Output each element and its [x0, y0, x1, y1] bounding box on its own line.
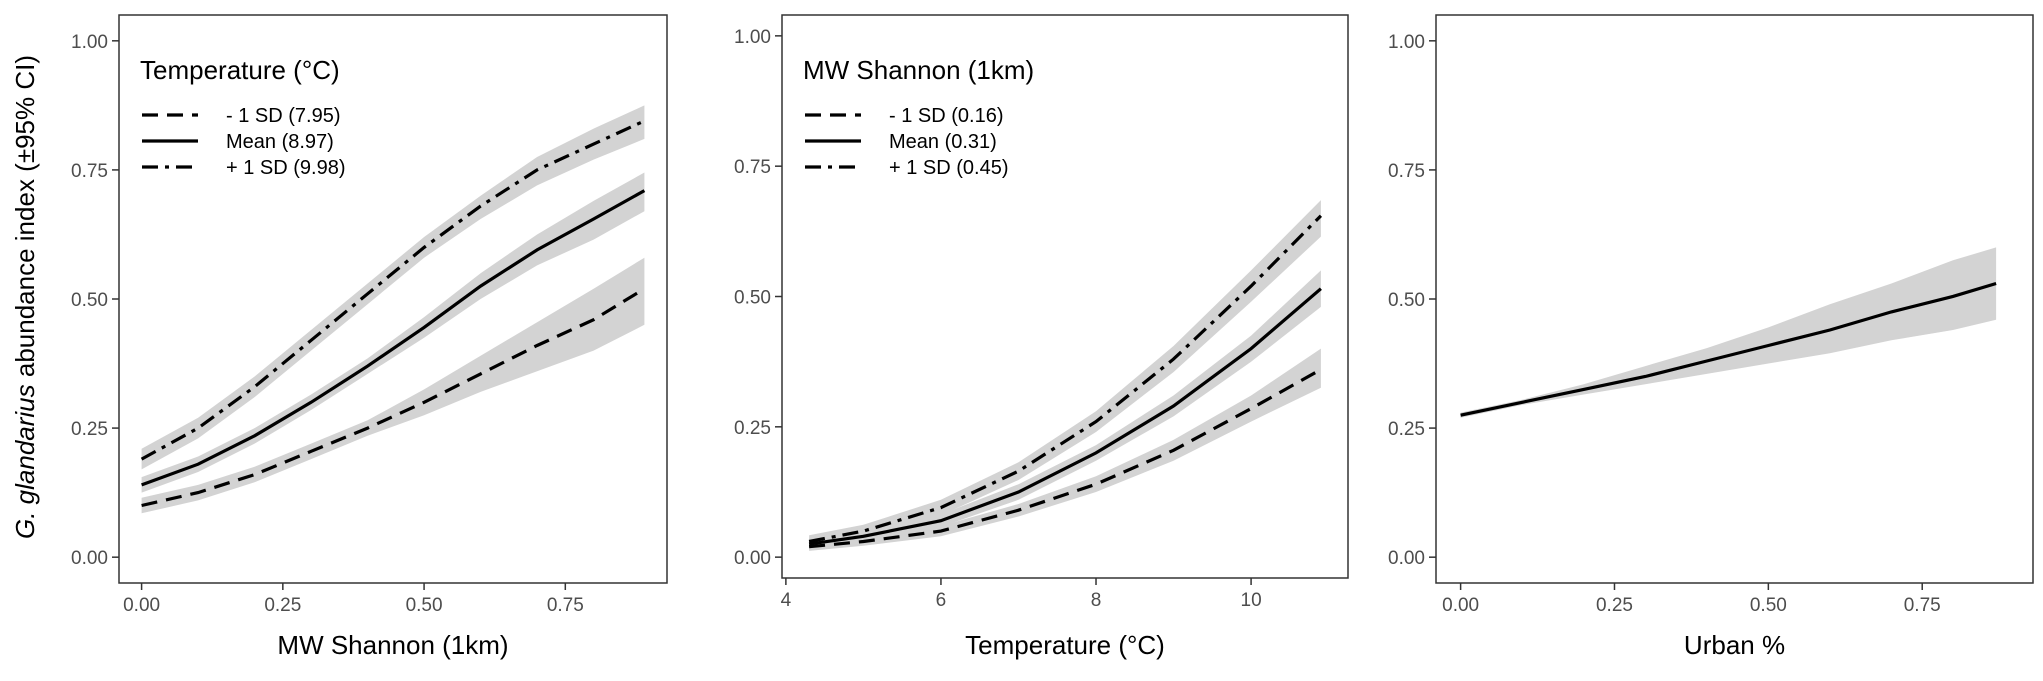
y-tick-label: 0.25	[1388, 419, 1425, 440]
x-tick-label: 4	[781, 590, 792, 611]
y-tick-label: 1.00	[1388, 32, 1425, 53]
x-tick-label: 0.75	[1904, 595, 1941, 616]
panel-shannon: 0.00 0.25 0.50 0.75 1.00 0.00 0.25 0.50 0.75 MW S…	[71, 14, 668, 660]
legend-label-2: Mean (8.97)	[226, 131, 334, 153]
x-tick-label: 10	[1241, 590, 1262, 611]
legend-label-1: - 1 SD (7.95)	[226, 105, 340, 127]
x-tick-label: 0.75	[547, 595, 584, 616]
x-tick-label: 0.25	[264, 595, 301, 616]
series-line-3	[808, 214, 1323, 544]
x-axis-title: Temperature (°C)	[965, 630, 1165, 660]
y-tick-label: 0.50	[734, 288, 771, 309]
y-tick-label: 0.00	[734, 548, 771, 569]
x-tick-label: 0.00	[123, 595, 160, 616]
ci-band-1	[1460, 247, 1997, 418]
x-axis-title: Urban %	[1684, 630, 1785, 660]
series-line-1	[141, 287, 646, 508]
x-tick-label: 8	[1091, 590, 1102, 611]
legend-label-2: Mean (0.31)	[889, 131, 997, 153]
y-tick-label: 0.75	[1388, 161, 1425, 182]
x-tick-label: 6	[936, 590, 947, 611]
legend-title: MW Shannon (1km)	[803, 55, 1034, 85]
x-tick-label: 0.50	[1750, 595, 1787, 616]
y-tick-label: 1.00	[71, 32, 108, 53]
series-line-1	[1460, 281, 1997, 417]
x-tick-label: 0.25	[1596, 595, 1633, 616]
series-line-2	[808, 287, 1322, 546]
y-tick-label: 0.00	[1388, 548, 1425, 569]
y-tick-label: 1.00	[734, 27, 771, 48]
panel-urban: 0.00 0.25 0.50 0.75 1.00 0.00 0.25 0.50 0.75 Urba…	[1388, 14, 2034, 660]
ci-band-1	[141, 257, 645, 514]
legend-label-3: + 1 SD (9.98)	[226, 157, 346, 179]
y-axis-title-species: G. glandarius	[10, 384, 40, 539]
x-tick-label: 0.50	[406, 595, 443, 616]
y-tick-label: 0.50	[1388, 290, 1425, 311]
y-tick-label: 0.75	[734, 157, 771, 178]
y-tick-label: 0.75	[71, 161, 108, 182]
ci-band-2	[141, 172, 645, 493]
y-tick-label: 0.50	[71, 290, 108, 311]
series-line-3	[140, 119, 646, 461]
y-axis-title: G. glandarius abundance index (±95% CI)	[10, 55, 40, 539]
y-axis-title-text: abundance index (±95% CI)	[10, 55, 40, 384]
y-tick-label: 0.25	[71, 419, 108, 440]
y-tick-label: 0.00	[71, 548, 108, 569]
panel-temperature: 0.00 0.25 0.50 0.75 1.00 4 6 8 10 Temperature (°C…	[734, 14, 1349, 660]
legend-label-3: + 1 SD (0.45)	[889, 157, 1009, 179]
x-tick-label: 0.00	[1442, 595, 1479, 616]
series-line-1	[808, 368, 1322, 549]
legend-label-1: - 1 SD (0.16)	[889, 105, 1003, 127]
legend-title: Temperature (°C)	[140, 55, 340, 85]
series-line-2	[141, 189, 646, 487]
x-axis-title: MW Shannon (1km)	[277, 630, 508, 660]
y-tick-label: 0.25	[734, 418, 771, 439]
